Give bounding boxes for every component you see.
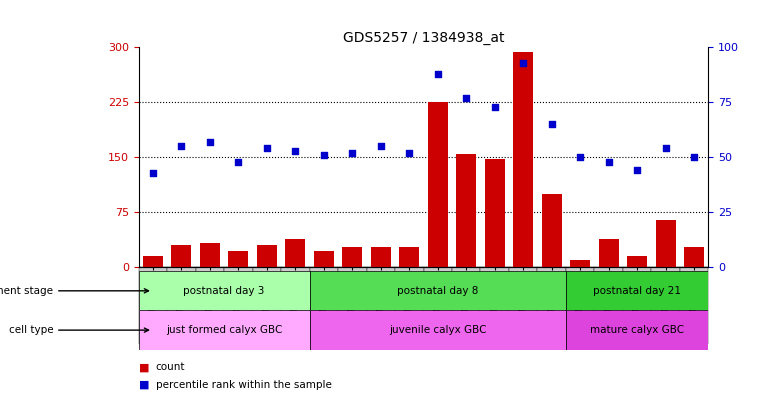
Bar: [395, 267, 424, 344]
Bar: [428, 102, 447, 267]
Bar: [566, 271, 708, 310]
Bar: [680, 267, 708, 344]
Bar: [310, 267, 338, 344]
Text: cell type: cell type: [8, 325, 149, 335]
Bar: [196, 267, 224, 344]
Bar: [628, 256, 647, 267]
Point: [146, 169, 159, 176]
Bar: [623, 267, 651, 344]
Bar: [314, 251, 333, 267]
Bar: [310, 271, 566, 310]
Point: [203, 139, 216, 145]
Bar: [310, 310, 566, 350]
Bar: [200, 243, 219, 267]
Bar: [656, 220, 675, 267]
Point: [545, 121, 557, 127]
Bar: [509, 267, 537, 344]
Title: GDS5257 / 1384938_at: GDS5257 / 1384938_at: [343, 31, 504, 45]
Bar: [485, 159, 504, 267]
Bar: [143, 256, 162, 267]
Bar: [139, 267, 167, 344]
Point: [431, 70, 444, 77]
Bar: [599, 239, 618, 267]
Bar: [229, 251, 248, 267]
Text: postnatal day 8: postnatal day 8: [397, 286, 478, 296]
Point: [574, 154, 587, 160]
Bar: [281, 267, 310, 344]
Point: [403, 150, 416, 156]
Bar: [424, 267, 452, 344]
Text: juvenile calyx GBC: juvenile calyx GBC: [389, 325, 487, 335]
Point: [489, 103, 501, 110]
Bar: [400, 248, 419, 267]
Text: ■: ■: [139, 380, 149, 390]
Bar: [457, 154, 476, 267]
Bar: [537, 267, 566, 344]
Bar: [367, 267, 395, 344]
Bar: [542, 194, 561, 267]
Point: [289, 147, 301, 154]
Bar: [253, 267, 281, 344]
Text: ■: ■: [139, 362, 149, 373]
Bar: [224, 267, 253, 344]
Bar: [452, 267, 480, 344]
Bar: [167, 267, 196, 344]
Text: just formed calyx GBC: just formed calyx GBC: [166, 325, 283, 335]
Point: [688, 154, 701, 160]
Text: postnatal day 3: postnatal day 3: [183, 286, 265, 296]
Point: [176, 143, 188, 149]
Text: postnatal day 21: postnatal day 21: [593, 286, 681, 296]
Bar: [566, 267, 594, 344]
Bar: [338, 267, 367, 344]
Point: [346, 150, 358, 156]
Bar: [651, 267, 680, 344]
Bar: [343, 248, 362, 267]
Bar: [257, 245, 276, 267]
Bar: [514, 52, 533, 267]
Text: mature calyx GBC: mature calyx GBC: [590, 325, 685, 335]
Bar: [566, 310, 708, 350]
Point: [374, 143, 387, 149]
Bar: [571, 260, 590, 267]
Point: [517, 59, 530, 66]
Bar: [139, 310, 310, 350]
Point: [317, 152, 330, 158]
Point: [233, 158, 245, 165]
Point: [260, 145, 273, 152]
Point: [602, 158, 614, 165]
Bar: [480, 267, 509, 344]
Text: count: count: [156, 362, 185, 373]
Point: [460, 95, 473, 101]
Bar: [594, 267, 623, 344]
Bar: [685, 247, 704, 267]
Bar: [172, 245, 191, 267]
Point: [631, 167, 643, 174]
Bar: [139, 271, 310, 310]
Bar: [371, 247, 390, 267]
Point: [659, 145, 671, 152]
Text: percentile rank within the sample: percentile rank within the sample: [156, 380, 331, 390]
Text: development stage: development stage: [0, 286, 149, 296]
Bar: [286, 239, 305, 267]
